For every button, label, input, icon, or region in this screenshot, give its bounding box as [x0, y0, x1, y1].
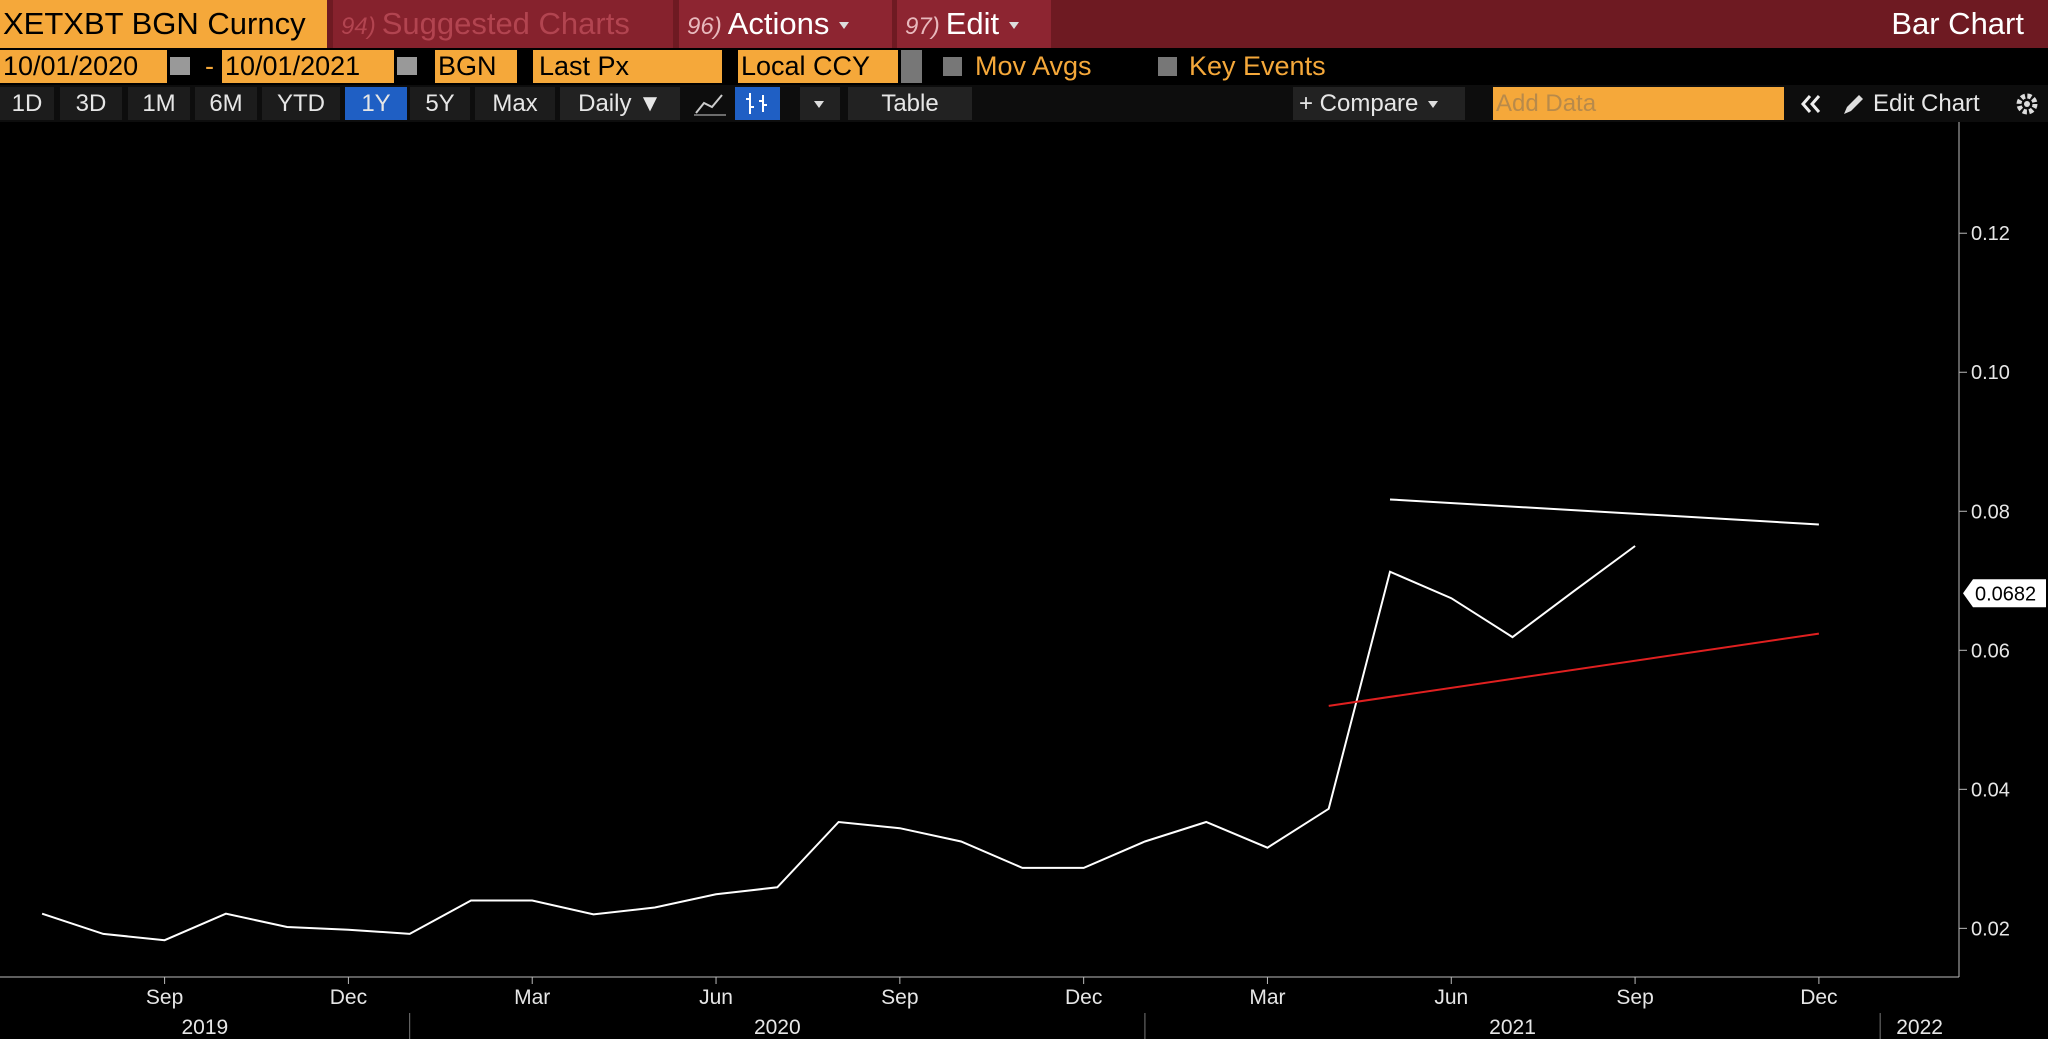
edit-button[interactable]: 97) Edit	[897, 0, 1051, 48]
x-tick-label: Mar	[1249, 986, 1285, 1009]
title-bar: XETXBT BGN Curncy 94) Suggested Charts 96…	[0, 0, 2048, 48]
last-price-box	[1963, 579, 2046, 608]
year-label: 2019	[181, 1016, 228, 1039]
y-tick-label: 0.02	[1971, 918, 2010, 940]
table-button[interactable]: Table	[848, 87, 972, 120]
bar-style-icon[interactable]	[735, 87, 780, 120]
price-line	[41, 545, 1636, 942]
suggested-charts-button[interactable]: 94) Suggested Charts	[333, 0, 673, 48]
settings-gear[interactable]	[2012, 87, 2042, 120]
line-style-icon[interactable]	[690, 87, 730, 120]
collapse-icon[interactable]	[1796, 87, 1826, 120]
menu-label: Edit	[945, 6, 1000, 41]
menu-label: Actions	[727, 6, 830, 41]
key-events-checkbox[interactable]	[1158, 57, 1177, 76]
compare-label: + Compare	[1299, 90, 1419, 117]
mov-avgs-checkbox[interactable]	[943, 57, 962, 76]
period-button[interactable]: 1M	[128, 87, 190, 120]
edit-chart-button[interactable]: Edit Chart	[1873, 90, 1980, 117]
period-button[interactable]: Max	[475, 87, 555, 120]
y-tick-label: 0.10	[1971, 362, 2010, 384]
period-button[interactable]: YTD	[262, 87, 340, 120]
period-button[interactable]: 1D	[0, 87, 54, 120]
y-tick-label: 0.06	[1971, 640, 2010, 662]
y-tick-label: 0.08	[1971, 501, 2010, 523]
currency-field[interactable]: Local CCY	[738, 50, 898, 83]
x-tick-label: Dec	[1065, 986, 1102, 1009]
y-tick-label: 0.12	[1971, 223, 2010, 245]
calendar-icon[interactable]	[170, 57, 190, 75]
mov-avgs-label: Mov Avgs	[975, 51, 1092, 81]
x-tick-label: Jun	[1434, 986, 1468, 1009]
last-price-label: 0.0682	[1975, 583, 2036, 605]
x-tick-label: Dec	[1800, 986, 1837, 1009]
x-tick-label: Mar	[514, 986, 550, 1009]
style-dropdown[interactable]	[800, 87, 840, 120]
period-button[interactable]: 1Y	[345, 87, 407, 120]
y-tick-label: 0.04	[1971, 779, 2010, 801]
security-field[interactable]: XETXBT BGN Curncy	[0, 0, 327, 48]
year-label: 2022	[1896, 1016, 1943, 1039]
frequency-dropdown[interactable]: Daily ▼	[560, 87, 680, 120]
add-data-input[interactable]: Add Data	[1493, 87, 1784, 120]
trend-line	[1389, 498, 1819, 526]
period-button[interactable]: 5Y	[410, 87, 470, 120]
x-tick-label: Sep	[146, 986, 183, 1009]
period-button[interactable]: 3D	[60, 87, 122, 120]
x-tick-label: Sep	[1616, 986, 1653, 1009]
menu-number: 97)	[905, 13, 940, 40]
price-field[interactable]: Last Px	[533, 50, 722, 83]
end-date[interactable]: 10/01/2021	[222, 50, 394, 83]
period-button[interactable]: 6M	[195, 87, 257, 120]
x-tick-label: Dec	[330, 986, 367, 1009]
chart-kind: Bar Chart	[1891, 6, 2024, 41]
date-dash: -	[205, 51, 214, 81]
year-label: 2021	[1489, 1016, 1536, 1039]
pencil-icon	[1844, 95, 1863, 114]
settings-bar: 10/01/2020 - 10/01/2021 BGN Last Px Loca…	[0, 48, 2048, 85]
key-events-label: Key Events	[1189, 51, 1326, 81]
source-field[interactable]: BGN	[435, 50, 517, 83]
actions-button[interactable]: 96) Actions	[679, 0, 892, 48]
x-tick-label: Sep	[881, 986, 918, 1009]
menu-label: Suggested Charts	[381, 6, 630, 41]
controls-bar: 1D 3D 1M 6M YTD 1Y 5Y Max Daily ▼ Table + Compa…	[0, 85, 2048, 122]
menu-number: 96)	[687, 13, 722, 40]
currency-dropdown[interactable]	[901, 50, 922, 83]
year-label: 2020	[754, 1016, 801, 1039]
x-tick-label: Jun	[699, 986, 733, 1009]
start-date[interactable]: 10/01/2020	[0, 50, 167, 83]
menu-number: 94)	[341, 13, 376, 40]
compare-button[interactable]: + Compare	[1293, 87, 1465, 120]
trend-line	[1328, 632, 1820, 707]
calendar-icon[interactable]	[397, 57, 417, 75]
